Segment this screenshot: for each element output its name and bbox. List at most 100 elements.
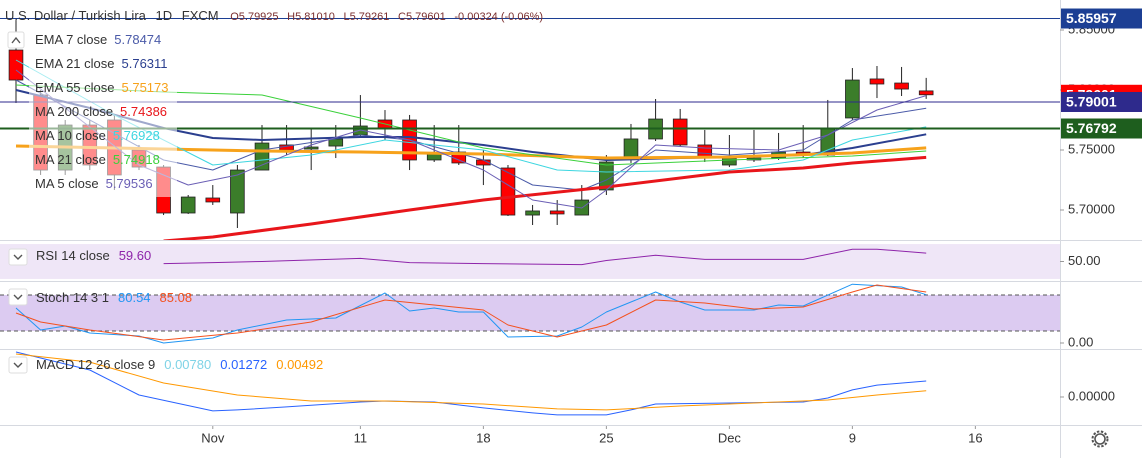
indicator-line	[15, 144, 927, 160]
legend-value: 5.78474	[114, 32, 161, 47]
price-label-box	[1061, 91, 1142, 112]
legend-value: 59.60	[119, 248, 152, 263]
legend-row: MA 5 close 5.79536	[35, 176, 153, 191]
legend-backdrop	[29, 29, 177, 197]
candle-body	[8, 49, 24, 81]
legend-name: MA 21 close	[35, 152, 106, 167]
chevron-icon	[13, 362, 23, 368]
indicator-line	[15, 84, 927, 166]
x-tick-label: Nov	[201, 430, 225, 445]
candle-body	[672, 118, 688, 146]
band	[0, 244, 1060, 279]
pane-toggle[interactable]	[8, 356, 28, 374]
toggle-box[interactable]	[8, 356, 28, 374]
gear-teeth	[1091, 430, 1109, 448]
chevron-icon	[13, 294, 23, 300]
gear-icon[interactable]	[1094, 433, 1106, 445]
legend-value: 0.01272	[220, 357, 267, 372]
legend-row: MA 10 close 5.76928	[35, 128, 160, 143]
candle-body	[180, 196, 196, 214]
indicator-line	[15, 69, 927, 209]
toggle-box[interactable]	[7, 31, 25, 49]
candle-body	[894, 82, 909, 90]
indicator-line	[15, 353, 927, 411]
candle-body	[328, 138, 344, 147]
legend-value: 5.74918	[113, 152, 160, 167]
pane-title: RSI 14 close	[36, 248, 110, 263]
ohlc-high: H5.81010	[287, 11, 335, 23]
legend-value: 5.75173	[122, 80, 169, 95]
x-tick-label: 9	[849, 430, 856, 445]
pane-legend: RSI 14 close 59.60	[36, 248, 151, 263]
legend-row: MA 200 close 5.74386	[35, 104, 167, 119]
price-label-box	[1061, 118, 1142, 139]
price-label: 5.85957	[1066, 10, 1117, 26]
candle-body	[549, 210, 565, 215]
indicator-line	[163, 155, 927, 240]
candle-body	[525, 210, 540, 216]
legend-value: 5.76311	[122, 56, 168, 71]
candle-body	[845, 79, 860, 119]
indicator-line	[15, 283, 927, 344]
y-tick-label: 5.75000	[1068, 141, 1115, 156]
x-tick-label: Dec	[718, 430, 742, 445]
pane-toggle[interactable]	[8, 288, 28, 306]
pane-title: MACD 12 26 close 9	[36, 357, 155, 372]
x-tick-label: 11	[354, 430, 368, 445]
x-tick-label: 18	[476, 430, 490, 445]
legend-row: EMA 21 close 5.76311	[35, 56, 168, 71]
legend-name: MA 5 close	[35, 176, 99, 191]
legend-value: 0.00780	[164, 357, 211, 372]
candle-body	[623, 138, 639, 159]
candle-body	[500, 167, 516, 216]
legend-value: 80.54	[118, 290, 151, 305]
indicator-line	[163, 248, 927, 266]
legend-toggle[interactable]	[7, 31, 25, 49]
y-tick-label: 0.00000	[1068, 388, 1115, 403]
pane	[15, 351, 927, 416]
candle-body	[205, 197, 221, 203]
toggle-box[interactable]	[8, 288, 28, 306]
toggle-box[interactable]	[8, 248, 28, 266]
legend-name: EMA 55 close	[35, 80, 115, 95]
y-tick-label: 5.70000	[1068, 201, 1115, 216]
legend-name: EMA 21 close	[35, 56, 115, 71]
legend-value: 5.76928	[113, 128, 160, 143]
legend-value: 85.08	[160, 290, 193, 305]
header: U.S. Dollar / Turkish Lira 1D FXCM O5.79…	[5, 8, 543, 23]
pane-toggle[interactable]	[8, 248, 28, 266]
source: FXCM	[182, 8, 219, 23]
pane	[0, 244, 1060, 279]
symbol-name: U.S. Dollar / Turkish Lira	[5, 8, 147, 23]
pane-legend: MACD 12 26 close 9 0.00780 0.01272 0.00492	[36, 357, 323, 372]
legend-name: EMA 7 close	[35, 32, 107, 47]
x-tick-label: 25	[599, 430, 613, 445]
price-label-box	[1061, 8, 1142, 29]
pane-title: Stoch 14 3 1	[36, 290, 109, 305]
indicator-line	[15, 59, 927, 173]
change: -0.00324 (-0.06%)	[454, 11, 543, 23]
pane	[0, 283, 1060, 344]
chevron-icon	[13, 254, 23, 260]
band	[0, 295, 1060, 331]
y-tick-label: 50.00	[1068, 253, 1101, 268]
legend-name: MA 200 close	[35, 104, 113, 119]
settings-button[interactable]	[1091, 430, 1109, 448]
legend-value: 5.74386	[120, 104, 167, 119]
legend-name: MA 10 close	[35, 128, 106, 143]
legend-row: EMA 7 close 5.78474	[35, 32, 161, 47]
x-tick-label: 16	[968, 430, 982, 445]
candle-body	[722, 157, 737, 166]
interval: 1D	[156, 8, 173, 23]
y-tick-label: 0.00	[1068, 334, 1093, 349]
price-label: 5.76792	[1066, 120, 1117, 136]
legend-row: MA 21 close 5.74918	[35, 152, 160, 167]
candle-body	[254, 142, 270, 171]
legend-value: 5.79536	[106, 176, 153, 191]
ohlc-close: C5.79601	[398, 11, 446, 23]
indicator-line	[15, 351, 927, 416]
